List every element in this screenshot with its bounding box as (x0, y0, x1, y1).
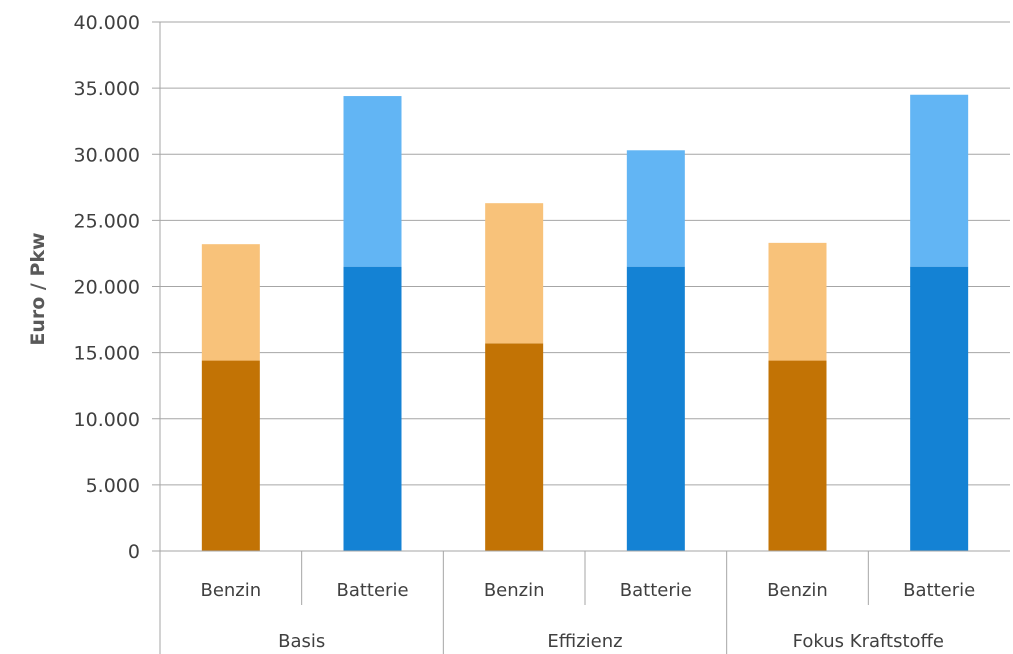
x-group-label: Effizienz (547, 631, 622, 652)
bar-segment-base (343, 266, 402, 551)
y-tick-label: 5.000 (86, 475, 140, 497)
bar-segment-top (626, 150, 685, 267)
y-tick-label: 30.000 (74, 144, 140, 166)
x-category-label: Benzin (767, 580, 828, 601)
y-axis-title: Euro / Pkw (27, 232, 49, 345)
y-tick-label: 35.000 (74, 78, 140, 100)
x-category-label: Benzin (484, 580, 545, 601)
x-category-label: Benzin (200, 580, 261, 601)
bar-segment-base (201, 360, 260, 551)
y-tick-label: 10.000 (74, 409, 140, 431)
x-category-label: Batterie (620, 580, 692, 601)
y-tick-label: 40.000 (74, 12, 140, 34)
bars (201, 94, 969, 551)
bar-segment-top (768, 242, 827, 361)
bar-segment-base (626, 266, 685, 551)
y-tick-label: 25.000 (74, 210, 140, 232)
bar-segment-top (201, 244, 260, 361)
axes: 0 5.000 10.000 15.000 20.000 25.000 30.000 35.0… (74, 12, 1010, 654)
x-group-label: Fokus Kraftstoffe (793, 631, 944, 652)
bar-segment-top (910, 94, 969, 267)
y-tick-label: 20.000 (74, 277, 140, 299)
y-tick-label: 15.000 (74, 343, 140, 365)
bar-segment-base (485, 343, 544, 551)
y-tick-label: 0 (128, 541, 140, 563)
x-category-label: Batterie (336, 580, 408, 601)
bar-segment-base (768, 360, 827, 551)
x-category-label: Batterie (903, 580, 975, 601)
bar-segment-top (343, 96, 402, 267)
x-group-label: Basis (278, 631, 325, 652)
bar-segment-base (910, 266, 969, 551)
bar-segment-top (485, 203, 544, 344)
gridlines (160, 21, 1010, 486)
